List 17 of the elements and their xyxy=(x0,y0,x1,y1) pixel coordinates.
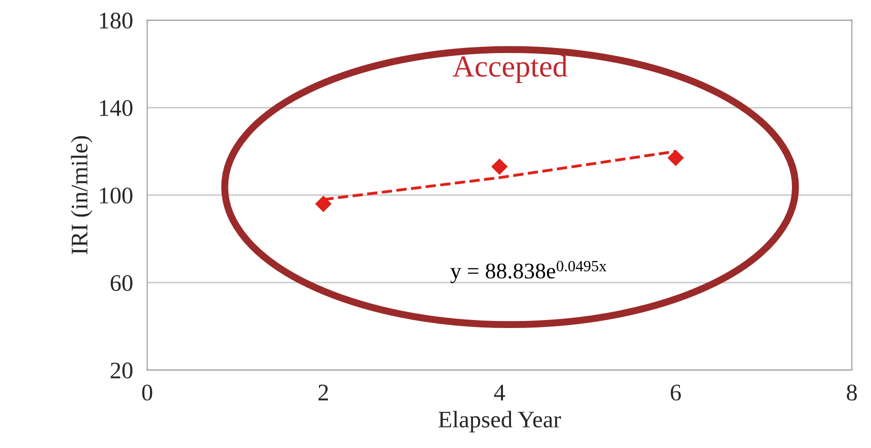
annotation: y = 88.838e$^{0.0495x}$ xyxy=(450,260,606,284)
y-tick-label: 140 xyxy=(100,100,132,116)
y-tick-label: 60 xyxy=(110,275,132,291)
y-axis-title: IRI (in/mile) xyxy=(70,136,92,254)
x-tick-label: 4 xyxy=(494,384,506,400)
point xyxy=(315,196,332,212)
y-tick-label: 180 xyxy=(100,12,132,29)
point xyxy=(491,158,508,175)
y-tick-label: 20 xyxy=(110,362,132,378)
x-axis-title: Elapsed Year xyxy=(438,410,561,432)
y-tick-label: 100 xyxy=(100,188,132,204)
annotation: Accepted xyxy=(452,55,568,83)
x-tick-label: 2 xyxy=(318,384,328,400)
x-tick-label: 8 xyxy=(846,384,857,401)
x-tick-label: 0 xyxy=(142,384,152,401)
point xyxy=(667,150,684,166)
x-tick-label: 6 xyxy=(670,384,681,401)
